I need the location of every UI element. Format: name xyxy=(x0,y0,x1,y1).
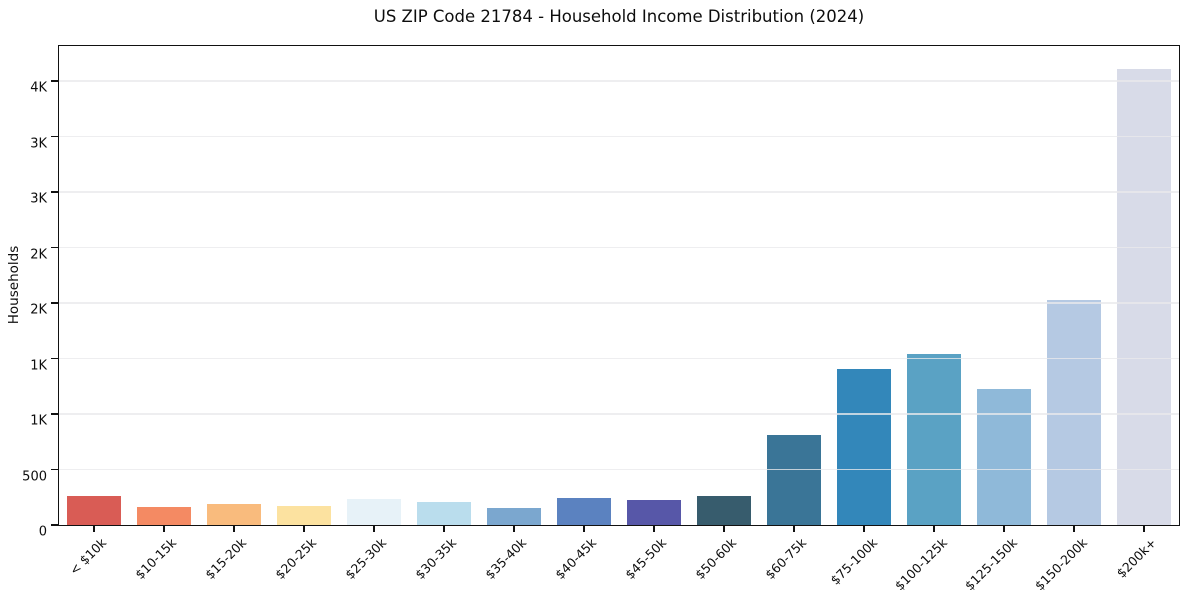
x-tick-mark xyxy=(233,525,235,532)
x-tick-label: $50-60k xyxy=(692,535,740,583)
gridline xyxy=(59,80,1179,82)
bar xyxy=(276,505,332,525)
x-tick-mark xyxy=(1143,525,1145,532)
x-tick-label: $45-50k xyxy=(622,535,670,583)
x-tick-label: $60-75k xyxy=(762,535,810,583)
y-tick-mark xyxy=(50,524,58,526)
y-tick-mark xyxy=(50,135,58,138)
x-tick-label: $35-40k xyxy=(482,535,530,583)
gridline xyxy=(59,135,1179,138)
y-tick-mark xyxy=(50,80,58,82)
y-tick-label: 3K xyxy=(30,136,47,152)
x-tick-label: < $10k xyxy=(66,535,110,578)
plot-area: 0 500 1K 1K 2K 2K 3K 3K 4K < $10k $10-15k $15-20k $2… xyxy=(22,45,1180,590)
bar xyxy=(1116,68,1172,525)
x-tick-mark xyxy=(933,525,935,532)
x-tick-label: $40-45k xyxy=(552,535,600,583)
x-tick-mark xyxy=(793,525,795,532)
bar xyxy=(416,501,472,525)
bar xyxy=(836,368,892,525)
x-tick-mark xyxy=(583,525,585,532)
x-tick-mark xyxy=(653,525,655,532)
bar xyxy=(696,495,752,525)
x-tick-label: $125-150k xyxy=(961,535,1020,590)
chart-title: US ZIP Code 21784 - Household Income Dis… xyxy=(373,7,865,26)
y-tick-mark xyxy=(50,357,58,360)
x-tick-label: $75-100k xyxy=(826,535,880,588)
y-tick-label: 2K xyxy=(30,247,47,263)
bar xyxy=(626,500,682,525)
bar xyxy=(346,499,402,525)
bar xyxy=(136,507,192,525)
y-tick-mark xyxy=(50,302,58,304)
y-tick-label: 1K xyxy=(30,413,47,429)
bar xyxy=(906,353,962,525)
gridline xyxy=(59,302,1179,304)
bar xyxy=(976,388,1032,525)
x-tick-label: $10-15k xyxy=(132,535,180,583)
y-tick-label: 0 xyxy=(38,524,47,540)
x-tick-label: $15-20k xyxy=(202,535,250,583)
x-tick-mark xyxy=(723,525,725,532)
y-tick-label: 1K xyxy=(30,358,47,374)
y-tick-label: 500 xyxy=(22,469,47,485)
y-tick-mark xyxy=(50,191,58,193)
bar xyxy=(66,496,122,525)
y-tick-label: 4K xyxy=(30,80,47,96)
x-tick-label: $30-35k xyxy=(412,535,460,583)
x-tick-mark xyxy=(1003,525,1005,532)
gridline xyxy=(59,246,1179,249)
x-tick-mark xyxy=(93,525,95,532)
bar xyxy=(206,503,262,525)
x-tick-mark xyxy=(303,525,305,532)
y-axis-title: Households xyxy=(6,245,22,325)
y-tick-mark xyxy=(50,246,58,249)
x-tick-mark xyxy=(513,525,515,532)
y-tick-label: 3K xyxy=(30,191,47,207)
x-tick-mark xyxy=(163,525,165,532)
gridline xyxy=(59,357,1179,360)
x-tick-label: $150-200k xyxy=(1031,535,1090,590)
y-tick-mark xyxy=(50,468,58,471)
bar xyxy=(556,498,612,525)
bar xyxy=(486,508,542,525)
y-tick-label: 2K xyxy=(30,302,47,318)
bar xyxy=(1046,299,1102,525)
x-tick-mark xyxy=(863,525,865,532)
bar xyxy=(766,435,822,525)
x-tick-label: $200k+ xyxy=(1113,535,1160,581)
y-tick-mark xyxy=(50,413,58,415)
x-tick-label: $100-125k xyxy=(891,535,950,590)
gridline xyxy=(59,191,1179,193)
x-tick-label: $25-30k xyxy=(342,535,390,583)
x-tick-mark xyxy=(1073,525,1075,532)
x-tick-mark xyxy=(443,525,445,532)
x-tick-mark xyxy=(373,525,375,532)
x-tick-label: $20-25k xyxy=(272,535,320,583)
